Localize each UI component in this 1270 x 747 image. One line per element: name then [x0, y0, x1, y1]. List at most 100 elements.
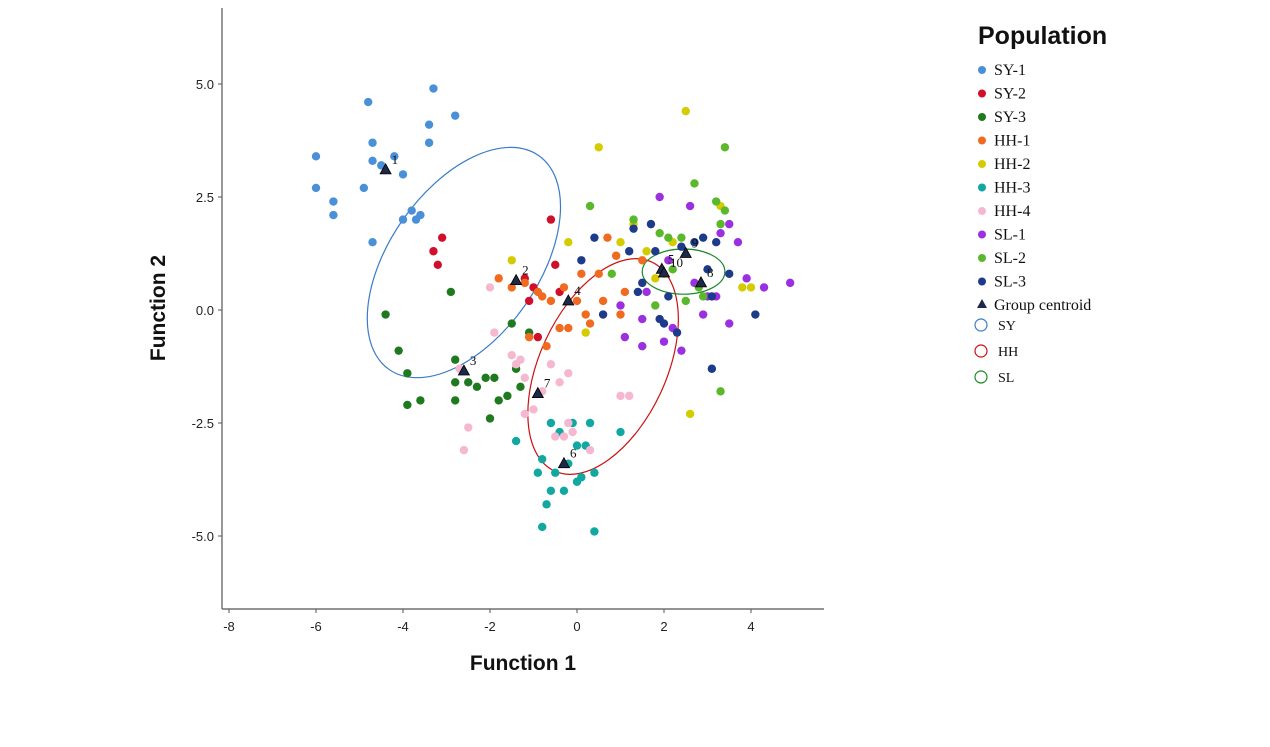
point-hh-3 [590, 527, 599, 536]
legend-label-hh-4: HH-4 [994, 203, 1030, 220]
legend-marker-ellipse-sl [974, 370, 988, 384]
point-hh-3 [546, 418, 556, 428]
point-sl-2 [664, 233, 673, 242]
point-sl-2 [668, 265, 677, 274]
point-hh-2 [581, 328, 590, 337]
point-sl-2 [651, 301, 660, 310]
point-sl-2 [690, 179, 699, 188]
point-sl-2 [629, 215, 638, 224]
point-sl-3 [725, 269, 734, 279]
point-sl-1 [659, 337, 669, 346]
point-hh-4 [546, 360, 556, 369]
point-hh-1 [594, 269, 603, 279]
point-sy-1 [311, 152, 321, 161]
point-sl-3 [707, 364, 717, 373]
centroid-marker-2 [509, 273, 523, 286]
point-hh-1 [572, 296, 582, 306]
point-sy-3 [494, 396, 503, 405]
legend-marker-centroid [977, 299, 987, 308]
point-sl-1 [725, 319, 734, 328]
point-sl-1 [742, 274, 751, 283]
point-hh-1 [507, 283, 516, 292]
point-sl-1 [677, 346, 686, 355]
point-hh-4 [520, 373, 529, 382]
point-sl-1 [616, 301, 625, 310]
point-sy-1 [398, 215, 408, 224]
point-sl-2 [716, 387, 725, 396]
point-hh-1 [603, 233, 612, 242]
y-axis-title: Function 2 [147, 255, 170, 361]
point-hh-4 [625, 391, 634, 401]
point-hh-3 [533, 468, 543, 477]
point-hh-2 [642, 247, 651, 256]
point-sy-1 [368, 156, 377, 166]
legend-label-hh-3: HH-3 [994, 180, 1030, 197]
legend-label-sl-2: SL-2 [994, 250, 1026, 267]
point-sl-1 [725, 219, 734, 229]
centroid-label-1: 1 [392, 152, 399, 167]
series-hh-2 [507, 106, 756, 419]
point-sl-3 [672, 328, 682, 337]
point-sl-1 [685, 201, 695, 211]
point-sy-3 [446, 287, 456, 297]
point-hh-4 [490, 328, 499, 337]
point-hh-1 [564, 323, 573, 333]
point-hh-4 [564, 418, 573, 428]
legend-marker-sy-1 [978, 66, 986, 74]
point-sl-1 [733, 238, 743, 247]
x-tick-label: -4 [397, 619, 409, 634]
point-hh-4 [459, 445, 469, 455]
legend-label-centroid: Group centroid [994, 297, 1091, 314]
legend-label-sy-3: SY-3 [994, 109, 1026, 126]
point-sl-3 [638, 278, 647, 288]
point-sl-3 [577, 256, 586, 265]
centroid-label-3: 3 [470, 353, 477, 368]
legend-marker-hh-3 [978, 183, 986, 192]
centroid-label-8: 8 [707, 265, 714, 280]
point-sl-1 [785, 278, 795, 288]
legend-title: Population [978, 22, 1107, 50]
series-sy-2 [429, 215, 564, 342]
point-sl-3 [703, 265, 712, 274]
series-hh-1 [494, 233, 647, 351]
point-sl-1 [638, 341, 647, 351]
point-sy-3 [403, 369, 412, 378]
point-hh-1 [638, 256, 647, 265]
plot-axes: -8 -6 -4 -2 0 2 4 5.0 2.5 0.0 -2.5 -5.0 Function 1 Fu… [147, 8, 824, 675]
point-hh-3 [511, 436, 521, 446]
point-hh-3 [546, 486, 556, 495]
point-hh-1 [524, 332, 534, 342]
point-sy-1 [390, 152, 399, 161]
series-hh-3 [511, 418, 625, 536]
point-hh-1 [494, 274, 503, 283]
point-hh-2 [564, 238, 573, 247]
point-sy-3 [451, 396, 460, 405]
legend: Population SY-1 SY-2 SY-3 HH-1 HH-2 HH-3 HH-4 SL… [974, 22, 1107, 386]
point-hh-4 [464, 423, 473, 432]
centroid-label-4: 4 [574, 283, 581, 298]
point-hh-3 [538, 522, 547, 532]
centroid-marker-1 [379, 163, 392, 175]
legend-label-sy-2: SY-2 [994, 86, 1026, 103]
point-hh-3 [577, 473, 586, 482]
point-sl-2 [607, 269, 616, 279]
point-sl-2 [712, 197, 721, 206]
point-sl-1 [698, 310, 708, 319]
point-sl-3 [598, 310, 608, 319]
point-sy-3 [507, 319, 516, 328]
point-hh-1 [538, 292, 547, 301]
x-axis-title: Function 1 [470, 652, 576, 675]
point-sy-1 [451, 111, 460, 120]
point-sy-1 [329, 197, 338, 206]
point-sl-3 [707, 292, 717, 301]
point-sl-2 [677, 233, 686, 242]
point-hh-3 [590, 468, 599, 477]
point-hh-1 [577, 269, 586, 279]
point-hh-3 [585, 418, 595, 428]
point-sy-1 [329, 210, 338, 220]
point-sl-2 [720, 143, 730, 152]
point-hh-4 [507, 351, 516, 360]
point-sy-3 [503, 391, 512, 401]
point-sy-3 [394, 346, 403, 355]
